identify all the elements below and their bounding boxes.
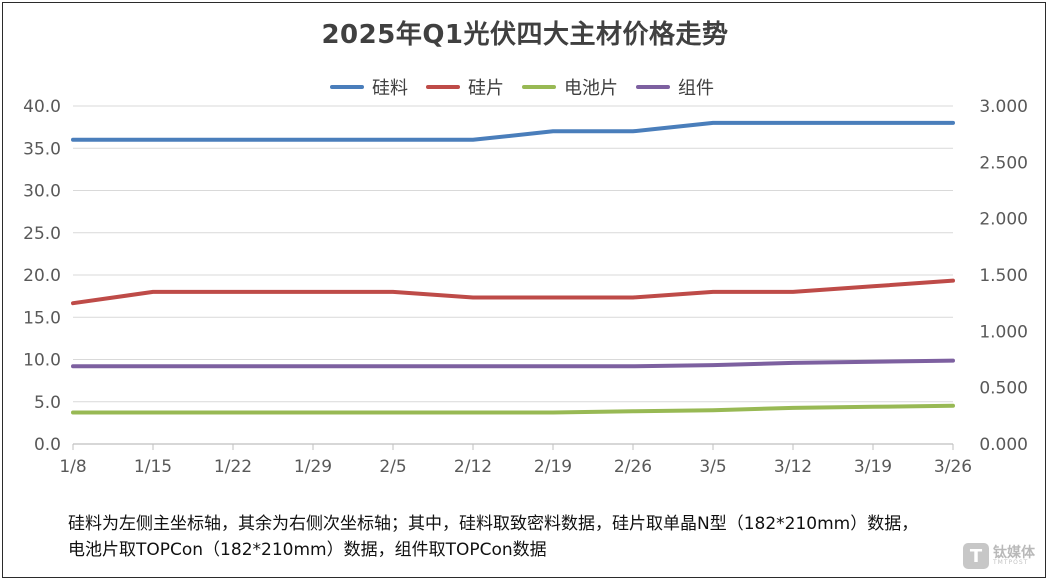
left-axis-tick-label: 10.0 — [23, 351, 61, 371]
left-axis-tick-label: 35.0 — [23, 139, 61, 159]
watermark-text: 钛媒体 — [993, 545, 1035, 561]
x-axis-tick-label: 2/26 — [614, 457, 652, 477]
footnote-line-1: 硅料为左侧主坐标轴，其余为右侧次坐标轴；其中，硅料取致密料数据，硅片取单晶N型（… — [68, 514, 919, 534]
series-line-1 — [71, 120, 955, 142]
left-axis-tick-label: 15.0 — [23, 308, 61, 328]
left-axis-tick-label: 30.0 — [23, 182, 61, 202]
x-axis-tick-label: 3/12 — [774, 457, 812, 477]
right-axis-tick-label: 3.000 — [979, 97, 1028, 117]
legend-swatch — [522, 85, 556, 89]
x-axis-tick-label: 1/22 — [214, 457, 252, 477]
legend-swatch — [426, 85, 460, 89]
chart-title: 2025年Q1光伏四大主材价格走势 — [321, 20, 729, 50]
x-axis-tick-label: 2/5 — [379, 457, 406, 477]
legend-swatch — [330, 85, 364, 89]
legend-entry-3: 电池片 — [522, 74, 618, 100]
footnote-line-2: 电池片取TOPCon（182*210mm）数据，组件取TOPCon数据 — [68, 540, 547, 560]
watermark-logo: T 钛媒体 TMTPOST — [963, 543, 1035, 569]
series-line-3 — [71, 403, 955, 415]
left-axis-tick-label: 5.0 — [34, 393, 61, 413]
right-axis-tick-label: 0.500 — [979, 379, 1028, 399]
x-axis-tick-label: 1/8 — [59, 457, 86, 477]
series-line-4 — [71, 358, 955, 369]
watermark-subtext: TMTPOST — [993, 559, 1029, 566]
left-axis-tick-label: 20.0 — [23, 266, 61, 286]
x-axis-tick-label: 2/12 — [454, 457, 492, 477]
x-axis-tick-label: 3/26 — [934, 457, 972, 477]
x-axis-tick-label: 1/15 — [134, 457, 172, 477]
left-axis-tick-label: 25.0 — [23, 224, 61, 244]
chart-legend: 硅料 硅片 电池片 组件 — [330, 74, 714, 100]
legend-label: 硅片 — [468, 78, 504, 99]
chart-footnote: 硅料为左侧主坐标轴，其余为右侧次坐标轴；其中，硅料取致密料数据，硅片取单晶N型（… — [68, 511, 1028, 563]
legend-entry-1: 硅料 — [330, 74, 408, 100]
right-axis-tick-label: 0.000 — [979, 435, 1028, 455]
right-axis-tick-label: 1.500 — [979, 266, 1028, 286]
right-axis-tick-label: 2.000 — [979, 210, 1028, 230]
legend-entry-2: 硅片 — [426, 74, 504, 100]
x-axis-tick-label: 3/5 — [699, 457, 726, 477]
legend-swatch — [636, 85, 670, 89]
right-axis-tick-label: 1.000 — [979, 322, 1028, 342]
legend-label: 硅料 — [372, 78, 408, 99]
legend-label: 组件 — [678, 78, 714, 99]
x-axis-tick-label: 2/19 — [534, 457, 572, 477]
legend-label: 电池片 — [564, 78, 618, 99]
series-line-2 — [71, 278, 955, 306]
right-axis-tick-label: 2.500 — [979, 153, 1028, 173]
x-axis-tick-label: 1/29 — [294, 457, 332, 477]
x-axis-tick-label: 3/19 — [854, 457, 892, 477]
left-axis-tick-label: 40.0 — [23, 97, 61, 117]
watermark-mark-icon: T — [963, 543, 989, 569]
legend-entry-4: 组件 — [636, 74, 714, 100]
left-axis-tick-label: 0.0 — [34, 435, 61, 455]
